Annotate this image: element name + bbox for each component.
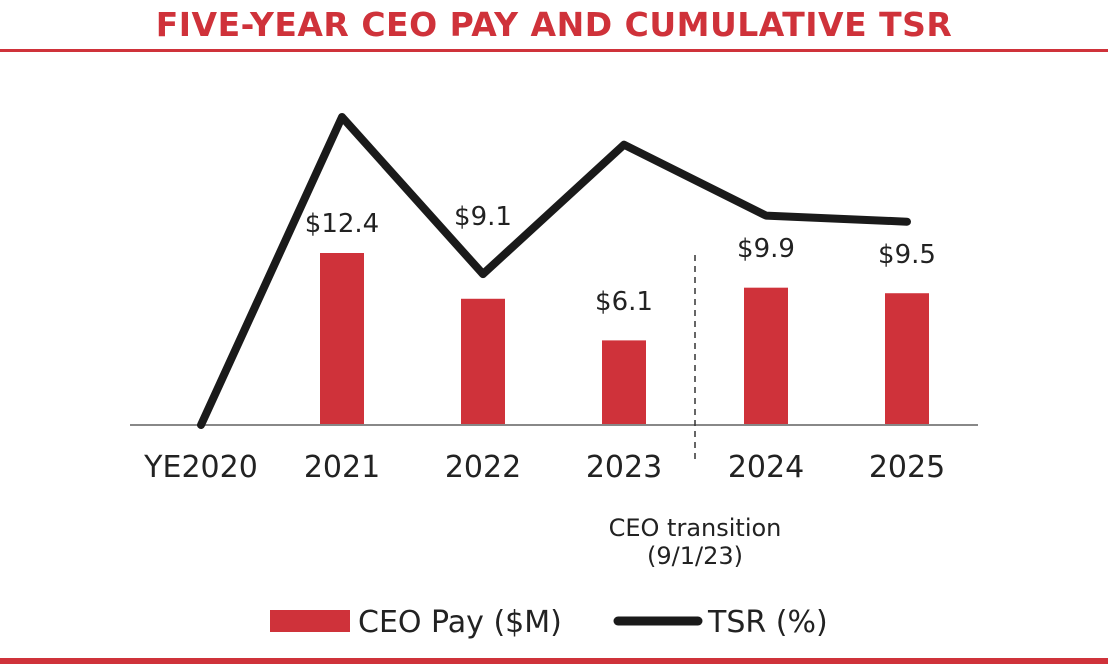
pay-bar-2022 <box>461 298 505 425</box>
title-bar: FIVE-YEAR CEO PAY AND CUMULATIVE TSR <box>0 0 1108 52</box>
pay-bar-2023 <box>602 340 646 425</box>
pay-label-2024: $9.9 <box>737 234 795 264</box>
bars-layer <box>320 253 929 425</box>
x-tick-2023: 2023 <box>586 450 662 485</box>
labels-layer: $12.4 $9.1 $6.1 $9.9 $9.5 <box>305 202 936 317</box>
x-tick-2021: 2021 <box>304 450 380 485</box>
pay-label-2022: $9.1 <box>454 202 512 232</box>
legend-bar-swatch <box>270 610 350 632</box>
chart-title: FIVE-YEAR CEO PAY AND CUMULATIVE TSR <box>155 5 953 44</box>
x-tick-2024: 2024 <box>728 450 804 485</box>
pay-label-2023: $6.1 <box>595 287 653 317</box>
x-tick-2022: 2022 <box>445 450 521 485</box>
legend: CEO Pay ($M) TSR (%) <box>270 605 828 640</box>
pay-bar-2021 <box>320 253 364 425</box>
ceo-transition-label-line2: (9/1/23) <box>647 542 743 570</box>
pay-bar-2024 <box>744 287 788 425</box>
x-tick-YE2020: YE2020 <box>143 450 258 485</box>
ticks-layer: YE2020 2021 2022 2023 2024 2025 <box>143 450 945 485</box>
pay-label-2021: $12.4 <box>305 209 379 239</box>
pay-bar-2025 <box>885 293 929 425</box>
legend-bar-label: CEO Pay ($M) <box>358 605 562 640</box>
ceo-transition-label-line1: CEO transition <box>609 514 782 542</box>
bottom-rule <box>0 658 1108 664</box>
x-tick-2025: 2025 <box>869 450 945 485</box>
tsr-line <box>197 113 911 429</box>
legend-line-label: TSR (%) <box>707 605 828 640</box>
pay-label-2025: $9.5 <box>878 240 936 270</box>
